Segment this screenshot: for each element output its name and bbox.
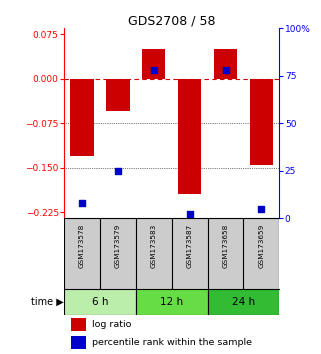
- Text: GSM173579: GSM173579: [115, 224, 121, 268]
- Point: [116, 168, 121, 173]
- Point: [151, 67, 156, 73]
- Bar: [71, 336, 86, 349]
- Point: [259, 206, 264, 211]
- Bar: [142, 49, 165, 79]
- Text: time ▶: time ▶: [31, 297, 64, 307]
- Text: GSM173587: GSM173587: [187, 224, 193, 268]
- Text: GSM173658: GSM173658: [222, 224, 229, 268]
- Text: 6 h: 6 h: [92, 297, 108, 307]
- Text: log ratio: log ratio: [92, 320, 132, 329]
- Bar: [71, 79, 94, 156]
- Bar: [64, 289, 136, 315]
- Bar: [136, 289, 208, 315]
- Text: GSM173583: GSM173583: [151, 224, 157, 268]
- Point: [187, 211, 192, 217]
- Text: GSM173578: GSM173578: [79, 224, 85, 268]
- Text: GSM173659: GSM173659: [258, 224, 265, 268]
- Title: GDS2708 / 58: GDS2708 / 58: [128, 14, 215, 27]
- Point: [223, 67, 228, 73]
- Point: [80, 200, 85, 206]
- Text: 12 h: 12 h: [160, 297, 183, 307]
- Bar: [250, 79, 273, 165]
- Text: percentile rank within the sample: percentile rank within the sample: [92, 338, 252, 347]
- Bar: [178, 79, 201, 194]
- Bar: [208, 289, 279, 315]
- Bar: [214, 49, 237, 79]
- Bar: [71, 319, 86, 331]
- Bar: [106, 79, 130, 111]
- Text: 24 h: 24 h: [232, 297, 255, 307]
